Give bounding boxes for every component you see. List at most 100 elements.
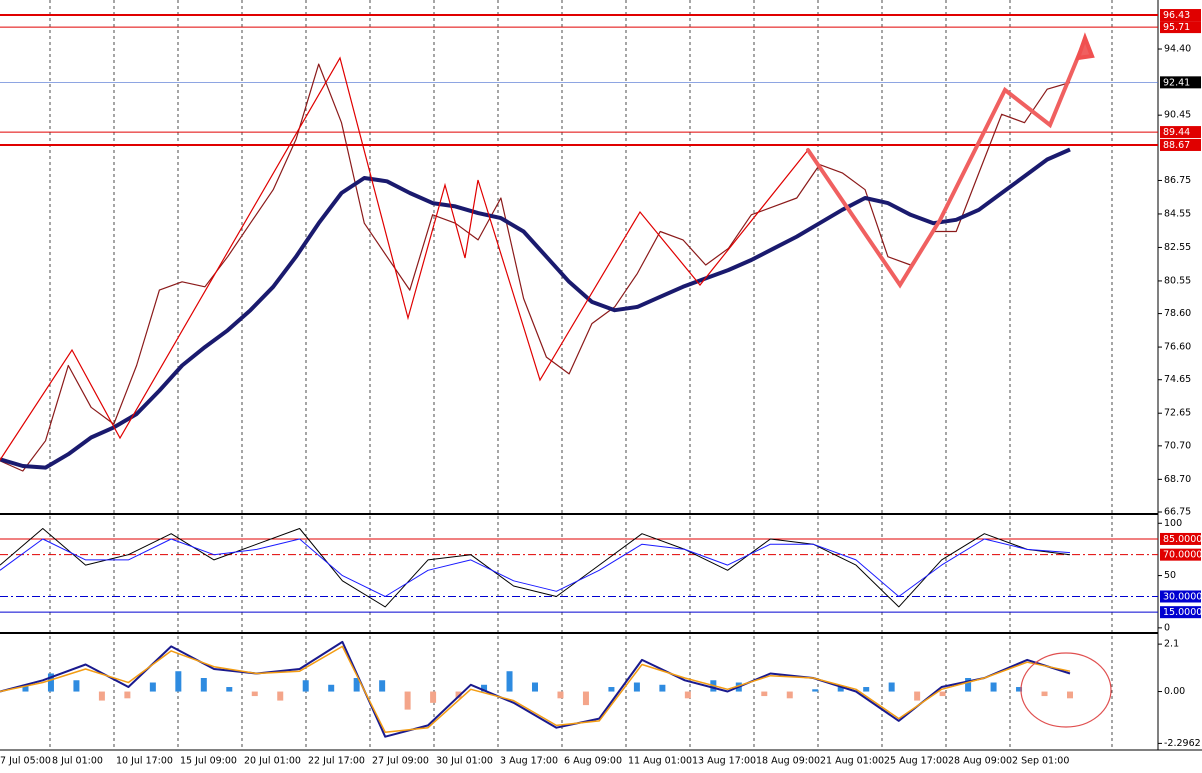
histogram-bar <box>582 691 589 706</box>
y-tick-label: -2.2962 <box>1164 738 1201 749</box>
histogram-bar <box>455 691 462 699</box>
histogram-bar <box>481 684 488 692</box>
level-label: 30.0000 <box>1163 591 1202 602</box>
series-line <box>0 640 1071 738</box>
y-tick-label: 72.65 <box>1164 408 1191 419</box>
histogram-bar <box>557 691 564 699</box>
histogram-bar <box>965 678 972 692</box>
y-tick-label: 78.60 <box>1164 308 1191 319</box>
histogram-bar <box>761 691 768 697</box>
x-tick-label: 3 Aug 17:00 <box>500 756 558 767</box>
level-label-box <box>1160 76 1201 89</box>
series-line <box>0 538 1071 597</box>
x-tick-label: 8 Jul 01:00 <box>52 756 103 767</box>
x-tick-label: 18 Aug 09:00 <box>756 756 820 767</box>
level-label: 96.43 <box>1163 10 1190 21</box>
histogram-bar <box>98 691 105 701</box>
y-tick-label: 100 <box>1164 518 1182 529</box>
histogram-bar <box>379 680 386 692</box>
y-tick-label: 70.70 <box>1164 440 1191 451</box>
histogram-bar <box>939 691 946 697</box>
histogram-bar <box>1041 691 1048 697</box>
histogram-bar <box>990 682 997 692</box>
level-label-box <box>1160 21 1201 34</box>
histogram-bar <box>863 687 870 692</box>
y-tick-label: 84.55 <box>1164 208 1191 219</box>
histogram-bar <box>532 682 538 692</box>
x-tick-label: 7 Jul 05:00 <box>0 756 51 767</box>
x-tick-label: 27 Jul 09:00 <box>372 756 429 767</box>
histogram-bar <box>353 678 360 692</box>
level-label-box <box>1160 138 1201 151</box>
series-line <box>0 147 1071 470</box>
y-tick-label: 68.70 <box>1164 474 1191 485</box>
histogram-bar <box>837 687 844 692</box>
histogram-bar <box>506 671 513 692</box>
series-line <box>0 528 1071 608</box>
level-label: 89.44 <box>1163 127 1190 138</box>
histogram-bar <box>684 691 691 699</box>
histogram-bar <box>124 691 131 699</box>
histogram-bar <box>251 691 258 697</box>
x-tick-label: 30 Jul 01:00 <box>436 756 493 767</box>
level-label: 88.67 <box>1163 140 1190 151</box>
x-tick-label: 13 Aug 17:00 <box>692 756 756 767</box>
level-label: 15.0000 <box>1163 607 1202 618</box>
series-line <box>0 645 1071 733</box>
y-tick-label: 80.55 <box>1164 275 1191 286</box>
histogram-bar <box>73 680 80 692</box>
histogram-bar <box>786 691 793 699</box>
histogram-bar <box>888 682 895 692</box>
level-label-box <box>1160 9 1201 22</box>
x-tick-label: 10 Jul 17:00 <box>116 756 173 767</box>
x-tick-label: 21 Aug 01:00 <box>820 756 884 767</box>
y-tick-label: 0 <box>1164 622 1170 633</box>
histogram-bar <box>302 680 309 692</box>
y-tick-label: 86.75 <box>1164 175 1191 186</box>
level-label: 70.0000 <box>1163 550 1202 561</box>
zigzag <box>0 56 809 461</box>
level-label: 85.0000 <box>1163 534 1202 545</box>
x-tick-label: 11 Aug 01:00 <box>628 756 692 767</box>
histogram-bar <box>1016 687 1023 692</box>
y-tick-label: 90.45 <box>1164 110 1191 121</box>
level-label-box <box>1160 606 1201 619</box>
y-tick-label: 0.00 <box>1164 686 1185 697</box>
level-label-box <box>1160 126 1201 139</box>
histogram-bar <box>633 682 640 692</box>
x-tick-label: 2 Sep 01:00 <box>1012 756 1069 767</box>
histogram-bar <box>812 689 819 692</box>
x-tick-label: 20 Jul 01:00 <box>244 756 301 767</box>
level-label-box <box>1160 590 1201 603</box>
x-tick-label: 15 Jul 09:00 <box>180 756 237 767</box>
x-tick-label: 25 Aug 17:00 <box>884 756 948 767</box>
x-tick-label: 22 Jul 17:00 <box>308 756 365 767</box>
histogram-bar <box>175 671 182 692</box>
x-tick-label: 28 Aug 09:00 <box>948 756 1012 767</box>
y-tick-label: 2.1 <box>1164 639 1179 650</box>
arrow-path <box>806 38 1087 289</box>
annotations <box>0 32 1112 728</box>
y-tick-label: 74.65 <box>1164 374 1191 385</box>
x-tick-label: 6 Aug 09:00 <box>564 756 622 767</box>
y-tick-label: 76.60 <box>1164 342 1191 353</box>
histogram-bar <box>914 691 921 701</box>
y-tick-label: 50 <box>1164 570 1176 581</box>
histogram-bar <box>149 682 156 692</box>
histogram-bar <box>430 691 437 703</box>
histogram-bar <box>200 678 207 692</box>
histogram-bar <box>404 691 411 710</box>
histogram-bar <box>1067 691 1073 699</box>
series-line <box>0 63 1071 472</box>
y-tick-label: 66.75 <box>1164 507 1191 518</box>
histogram-bar <box>226 687 233 692</box>
level-label: 92.41 <box>1163 77 1190 88</box>
y-tick-label: 82.55 <box>1164 242 1191 253</box>
histogram-bar <box>22 684 29 692</box>
histogram-bar <box>328 684 335 692</box>
level-label-box <box>1160 532 1201 545</box>
highlight-circle <box>1020 652 1112 728</box>
histogram-bar <box>47 673 54 692</box>
histogram-bar <box>659 684 666 692</box>
